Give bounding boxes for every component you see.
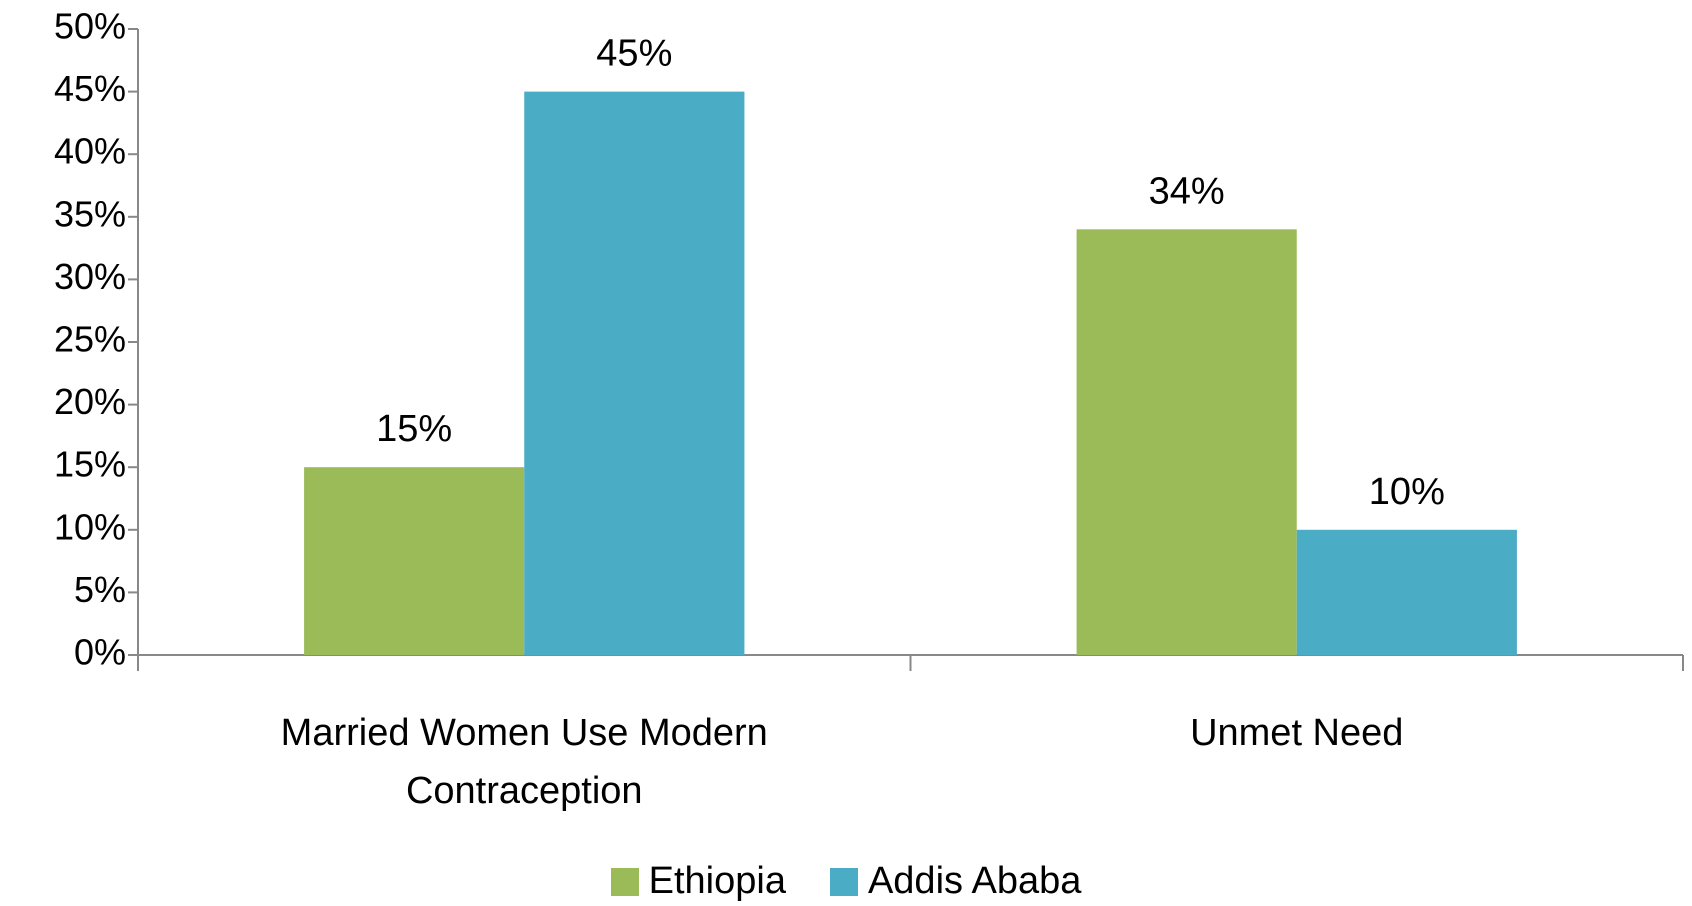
y-tick-label: 50% (54, 6, 126, 47)
legend-item: Addis Ababa (829, 860, 1082, 903)
legend-swatch (610, 867, 639, 896)
data-label: 45% (596, 33, 672, 75)
y-tick-label: 5% (74, 569, 126, 610)
data-label: 15% (376, 408, 452, 450)
y-tick-label: 45% (54, 68, 126, 109)
y-tick-label: 40% (54, 131, 126, 172)
bar (1076, 229, 1297, 655)
y-tick-label: 10% (54, 506, 126, 547)
x-tick-label: Unmet Need (1190, 712, 1404, 754)
legend-swatch (829, 867, 858, 896)
data-label: 10% (1369, 471, 1445, 513)
legend-label: Addis Ababa (867, 860, 1082, 902)
legend-label: Ethiopia (648, 860, 786, 902)
legend-item: Ethiopia (610, 860, 786, 903)
bar (304, 467, 525, 655)
y-tick-label: 0% (74, 632, 126, 673)
bar (1296, 529, 1517, 655)
data-label: 34% (1149, 170, 1225, 212)
y-tick-label: 15% (54, 444, 126, 485)
y-tick-label: 25% (54, 319, 126, 360)
y-tick-label: 35% (54, 193, 126, 234)
legend: Ethiopia Addis Ababa (0, 860, 1692, 903)
y-tick-label: 30% (54, 256, 126, 297)
bar (524, 91, 745, 656)
y-tick-label: 20% (54, 381, 126, 422)
x-tick-label: Married Women Use Modern Contraception (280, 712, 768, 812)
